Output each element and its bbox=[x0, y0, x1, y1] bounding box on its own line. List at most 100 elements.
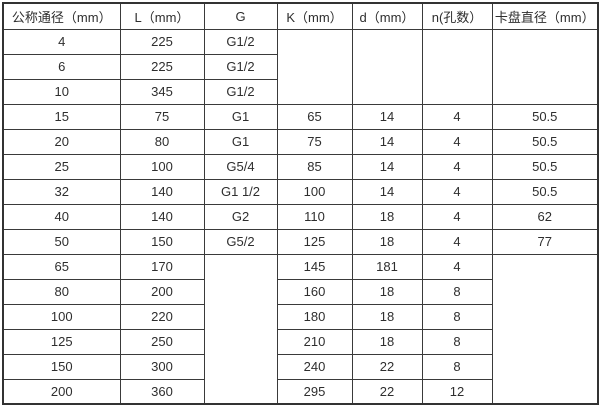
table-row: 32 140 G1 1/2 100 14 4 50.5 bbox=[2, 178, 599, 205]
table-row: 200 360 295 22 12 bbox=[2, 378, 598, 405]
cell-chuck-diameter-empty bbox=[491, 28, 599, 105]
cell-length: 300 bbox=[119, 353, 205, 380]
cell-holes: 4 bbox=[421, 228, 493, 255]
cell-k: 145 bbox=[276, 253, 353, 280]
cell-holes: 8 bbox=[421, 353, 493, 380]
cell-length: 220 bbox=[119, 303, 205, 330]
header-row: 公称通径（mm） L（mm） G K（mm） d（mm） n(孔数） 卡盘直径（… bbox=[2, 2, 599, 30]
cell-k: 125 bbox=[276, 228, 353, 255]
cell-d: 181 bbox=[351, 253, 423, 280]
column-header-k: K（mm） bbox=[276, 2, 353, 30]
cell-d: 18 bbox=[351, 303, 423, 330]
cell-d: 14 bbox=[351, 153, 423, 180]
cell-k: 65 bbox=[276, 103, 353, 130]
cell-nominal-diameter: 25 bbox=[2, 153, 121, 180]
cell-d: 14 bbox=[351, 128, 423, 155]
cell-nominal-diameter: 4 bbox=[2, 28, 121, 55]
cell-nominal-diameter: 125 bbox=[2, 328, 121, 355]
table-row: 20 80 G1 75 14 4 50.5 bbox=[2, 128, 599, 155]
cell-k: 240 bbox=[276, 353, 353, 380]
cell-d: 14 bbox=[351, 178, 423, 205]
table-row: 80 200 160 18 8 bbox=[2, 278, 598, 305]
cell-length: 345 bbox=[119, 78, 205, 105]
cell-chuck-diameter-empty bbox=[491, 253, 599, 405]
cell-d: 22 bbox=[351, 353, 423, 380]
cell-k: 85 bbox=[276, 153, 353, 180]
cell-length: 75 bbox=[119, 103, 205, 130]
cell-length: 225 bbox=[119, 28, 205, 55]
cell-nominal-diameter: 20 bbox=[2, 128, 121, 155]
cell-holes: 4 bbox=[421, 103, 493, 130]
cell-thread-empty bbox=[203, 253, 278, 405]
cell-d: 18 bbox=[351, 203, 423, 230]
cell-d: 18 bbox=[351, 228, 423, 255]
cell-length: 140 bbox=[119, 178, 205, 205]
cell-nominal-diameter: 10 bbox=[2, 78, 121, 105]
cell-chuck-diameter: 50.5 bbox=[491, 153, 599, 180]
cell-chuck-diameter: 50.5 bbox=[491, 128, 599, 155]
cell-nominal-diameter: 50 bbox=[2, 228, 121, 255]
cell-holes: 8 bbox=[421, 303, 493, 330]
spec-table: 公称通径（mm） L（mm） G K（mm） d（mm） n(孔数） 卡盘直径（… bbox=[2, 2, 599, 405]
cell-length: 100 bbox=[119, 153, 205, 180]
column-header-holes: n(孔数） bbox=[421, 2, 493, 30]
cell-nominal-diameter: 15 bbox=[2, 103, 121, 130]
cell-k: 180 bbox=[276, 303, 353, 330]
table-row: 50 150 G5/2 125 18 4 77 bbox=[2, 228, 599, 255]
cell-holes: 4 bbox=[421, 153, 493, 180]
cell-nominal-diameter: 6 bbox=[2, 53, 121, 80]
cell-thread: G1 bbox=[203, 128, 278, 155]
cell-thread: G1/2 bbox=[203, 28, 278, 55]
cell-thread: G5/2 bbox=[203, 228, 278, 255]
cell-k: 210 bbox=[276, 328, 353, 355]
column-header-thread: G bbox=[203, 2, 278, 30]
cell-thread: G1 1/2 bbox=[203, 178, 278, 205]
table-row: 15 75 G1 65 14 4 50.5 bbox=[2, 103, 599, 130]
table-row: 25 100 G5/4 85 14 4 50.5 bbox=[2, 153, 599, 180]
table-row: 4 225 G1/2 bbox=[2, 28, 599, 105]
cell-chuck-diameter: 62 bbox=[491, 203, 599, 230]
cell-nominal-diameter: 200 bbox=[2, 378, 121, 405]
cell-d: 22 bbox=[351, 378, 423, 405]
cell-d-empty bbox=[351, 28, 423, 105]
table-row: 65 170 145 181 4 bbox=[2, 253, 599, 405]
cell-k: 160 bbox=[276, 278, 353, 305]
cell-nominal-diameter: 65 bbox=[2, 253, 121, 280]
cell-nominal-diameter: 32 bbox=[2, 178, 121, 205]
cell-holes-empty bbox=[421, 28, 493, 105]
cell-k: 110 bbox=[276, 203, 353, 230]
cell-k: 295 bbox=[276, 378, 353, 405]
cell-d: 14 bbox=[351, 103, 423, 130]
cell-length: 150 bbox=[119, 228, 205, 255]
table-row: 150 300 240 22 8 bbox=[2, 353, 598, 380]
cell-length: 200 bbox=[119, 278, 205, 305]
table-row: 6 225 G1/2 bbox=[2, 53, 598, 80]
column-header-chuck-diameter: 卡盘直径（mm） bbox=[491, 2, 599, 30]
cell-k: 100 bbox=[276, 178, 353, 205]
cell-d: 18 bbox=[351, 278, 423, 305]
cell-holes: 8 bbox=[421, 328, 493, 355]
cell-nominal-diameter: 150 bbox=[2, 353, 121, 380]
cell-length: 140 bbox=[119, 203, 205, 230]
cell-thread: G5/4 bbox=[203, 153, 278, 180]
cell-thread: G1 bbox=[203, 103, 278, 130]
cell-chuck-diameter: 77 bbox=[491, 228, 599, 255]
cell-d: 18 bbox=[351, 328, 423, 355]
column-header-nominal-diameter: 公称通径（mm） bbox=[2, 2, 121, 30]
cell-thread: G1/2 bbox=[203, 53, 278, 80]
column-header-d: d（mm） bbox=[351, 2, 423, 30]
cell-holes: 8 bbox=[421, 278, 493, 305]
cell-chuck-diameter: 50.5 bbox=[491, 178, 599, 205]
table-row: 125 250 210 18 8 bbox=[2, 328, 598, 355]
table-row: 40 140 G2 110 18 4 62 bbox=[2, 203, 599, 230]
cell-thread: G2 bbox=[203, 203, 278, 230]
cell-thread: G1/2 bbox=[203, 78, 278, 105]
cell-length: 170 bbox=[119, 253, 205, 280]
cell-nominal-diameter: 100 bbox=[2, 303, 121, 330]
cell-nominal-diameter: 40 bbox=[2, 203, 121, 230]
cell-holes: 4 bbox=[421, 128, 493, 155]
cell-k-empty bbox=[276, 28, 353, 105]
cell-k: 75 bbox=[276, 128, 353, 155]
cell-holes: 12 bbox=[421, 378, 493, 405]
cell-nominal-diameter: 80 bbox=[2, 278, 121, 305]
